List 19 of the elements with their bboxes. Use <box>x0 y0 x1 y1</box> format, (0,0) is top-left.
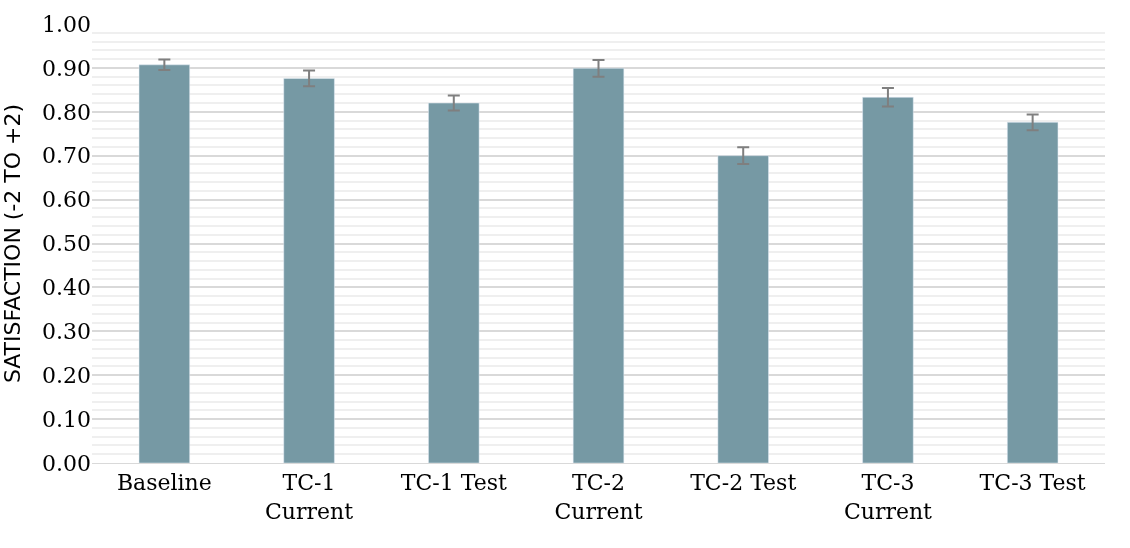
y-tick-label: 0.60 <box>42 187 91 213</box>
y-tick-label: 0.00 <box>42 450 91 476</box>
y-tick-label: 0.30 <box>42 319 91 344</box>
y-tick-label: 1.00 <box>42 11 91 37</box>
x-tick-label: TC-2 Current <box>554 470 643 524</box>
x-tick-label: TC-3 Test <box>979 470 1086 496</box>
y-axis-title: SATISFACTION (-2 TO +2) <box>0 103 25 384</box>
y-tick-label: 0.90 <box>42 55 91 81</box>
y-tick-label: 0.10 <box>42 406 91 432</box>
y-tick-label: 0.70 <box>42 143 91 169</box>
x-tick-label: TC-2 Test <box>690 470 797 496</box>
x-tick-label: Baseline <box>116 470 212 496</box>
x-tick-label: TC-1 Current <box>265 470 354 524</box>
y-tick-label: 0.20 <box>42 362 91 388</box>
x-tick-label: TC-1 Test <box>400 470 507 496</box>
y-tick-label: 0.50 <box>42 231 91 257</box>
x-tick-label: TC-3 Current <box>843 470 933 524</box>
y-tick-label: 0.80 <box>42 99 91 125</box>
y-tick-label: 0.40 <box>42 275 91 301</box>
